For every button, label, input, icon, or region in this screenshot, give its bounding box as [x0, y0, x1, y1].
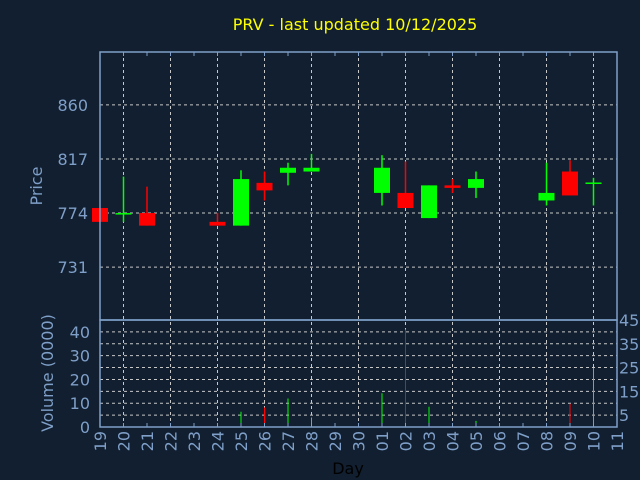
x-tick-label: 23 [185, 431, 204, 451]
x-tick-label: 27 [279, 431, 298, 451]
candle-body [139, 213, 155, 226]
x-tick-label: 06 [491, 431, 510, 451]
candle-body [280, 167, 296, 173]
x-tick-label: 25 [232, 431, 251, 451]
x-tick-label: 05 [467, 431, 486, 451]
candle-body [538, 192, 555, 201]
x-tick-label: 10 [585, 431, 604, 451]
x-tick-label: 02 [397, 431, 416, 451]
x-tick-label: 26 [256, 431, 275, 451]
grid [100, 52, 617, 427]
x-tick-label: 07 [514, 431, 533, 451]
volume-tick-label: 35 [619, 335, 639, 354]
volume-tick-label: 40 [70, 323, 90, 342]
candle-body [421, 185, 437, 219]
candle-body [374, 167, 390, 193]
x-tick-label: 24 [209, 431, 228, 451]
price-tick-label: 817 [57, 150, 88, 169]
x-tick-label: 11 [608, 431, 627, 451]
candles [92, 153, 602, 226]
y-axis-label: Price [27, 166, 46, 205]
axes [99, 51, 618, 428]
x-tick-label: 03 [420, 431, 439, 451]
candle-body [468, 179, 484, 188]
volume-tick-label: 25 [619, 359, 639, 378]
candle-body [585, 182, 602, 184]
x-tick-label: 30 [350, 431, 369, 451]
candle-body [233, 179, 249, 226]
candle-body [303, 167, 320, 172]
volume-tick-label: 10 [70, 394, 90, 413]
volume-tick-label: 5 [619, 406, 629, 425]
volume-tick-label: 0 [80, 418, 90, 437]
chart-title: PRV - last updated 10/12/2025 [233, 15, 478, 34]
x-tick-label: 19 [91, 431, 110, 451]
x-tick-label: 08 [538, 431, 557, 451]
candle-body [397, 192, 414, 209]
price-tick-label: 860 [57, 96, 88, 115]
x-tick-label: 21 [138, 431, 157, 451]
candle-body [444, 185, 461, 188]
x-axis-label: Day [332, 459, 364, 478]
candle-body [115, 213, 132, 215]
price-tick-label: 731 [57, 258, 88, 277]
price-tick-label: 774 [57, 204, 88, 223]
candle-body [562, 171, 578, 196]
volume-tick-label: 15 [619, 382, 639, 401]
x-tick-label: 04 [444, 431, 463, 451]
candle-body [209, 221, 226, 226]
volume-axis-label: Volume (0000) [38, 314, 57, 432]
x-tick-label: 01 [373, 431, 392, 451]
volume-tick-label: 30 [70, 347, 90, 366]
volume-tick-label: 45 [619, 311, 639, 330]
volume-tick-label: 20 [70, 370, 90, 389]
x-tick-label: 28 [303, 431, 322, 451]
x-tick-label: 22 [162, 431, 181, 451]
x-tick-label: 09 [561, 431, 580, 451]
x-tick-label: 20 [115, 431, 134, 451]
x-tick-label: 29 [326, 431, 345, 451]
candle-body [256, 182, 273, 191]
